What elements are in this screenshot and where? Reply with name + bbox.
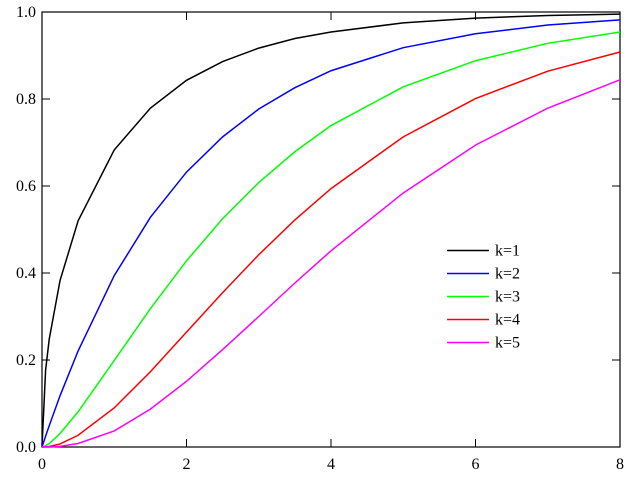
- y-tick-label: 0.2: [16, 352, 36, 369]
- y-tick-label: 0.6: [16, 178, 36, 195]
- y-tick-label: 0.8: [16, 91, 36, 108]
- y-tick-label: 0.0: [16, 439, 36, 456]
- x-tick-label: 4: [327, 456, 335, 473]
- y-tick-label: 1.0: [16, 4, 36, 21]
- x-tick-label: 8: [616, 456, 624, 473]
- line-series: [41, 19, 621, 448]
- x-tick-label: 2: [183, 456, 191, 473]
- x-tick-label: 0: [38, 456, 46, 473]
- legend-label: k=2: [495, 266, 520, 283]
- legend-label: k=4: [495, 312, 520, 329]
- line-series: [41, 13, 621, 448]
- line-series: [41, 51, 621, 448]
- line-series: [42, 79, 621, 448]
- legend-label: k=3: [495, 289, 520, 306]
- legend-label: k=5: [495, 335, 520, 352]
- legend-label: k=1: [495, 243, 520, 260]
- x-tick-label: 6: [472, 456, 480, 473]
- y-tick-label: 0.4: [16, 265, 36, 282]
- line-series: [41, 31, 621, 448]
